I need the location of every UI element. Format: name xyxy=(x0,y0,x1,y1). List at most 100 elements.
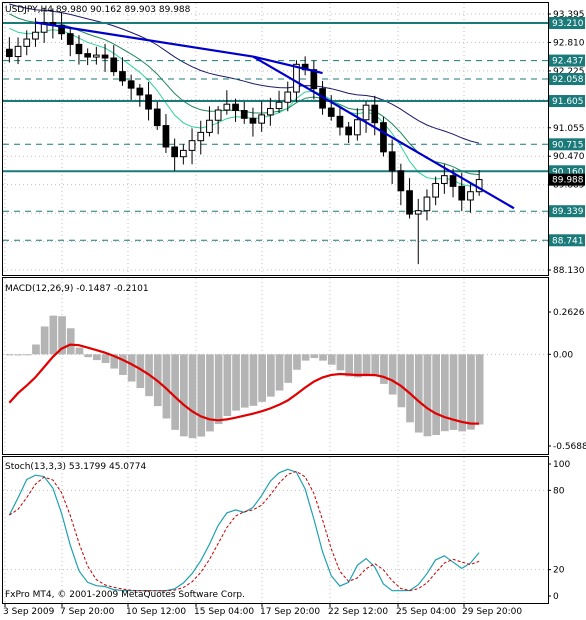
price-tick-label: 90.470 xyxy=(553,152,585,162)
candle-body xyxy=(197,131,205,142)
copyright-label: FxPro MT4, © 2001-2009 MetaQuotes Softwa… xyxy=(5,590,245,600)
candle-body xyxy=(397,170,405,192)
moving-averages xyxy=(9,3,480,187)
level-tag-box xyxy=(549,234,585,247)
candle-body xyxy=(162,125,170,148)
time-tick-label: 22 Sep 12:00 xyxy=(328,607,388,617)
macd-hist-bar xyxy=(414,354,423,433)
macd-tick-label: -0.5688 xyxy=(553,442,586,452)
level-tag-label: 89.339 xyxy=(552,207,584,217)
macd-hist-bar xyxy=(127,354,136,382)
level-tag-label: 90.715 xyxy=(552,140,584,150)
candle-body xyxy=(66,33,74,45)
stoch-title: Stoch(13,3,3) 53.1799 45.0774 xyxy=(5,462,146,472)
macd-hist-bar xyxy=(258,354,266,402)
ma-mid-line xyxy=(9,13,480,176)
trendline[interactable] xyxy=(252,55,323,75)
candle-body xyxy=(127,80,135,89)
macd-hist-bar xyxy=(101,354,110,364)
price-tick-label: 89.885 xyxy=(553,181,585,191)
macd-hist-bar xyxy=(49,315,58,355)
macd-hist-bar xyxy=(75,347,84,355)
candle-body xyxy=(388,151,396,172)
candle-body xyxy=(249,117,257,124)
trendlines[interactable] xyxy=(35,21,515,210)
candle-body xyxy=(136,87,144,96)
candle-body xyxy=(23,38,31,47)
level-tag-label: 92.058 xyxy=(552,75,584,85)
level-tag-box xyxy=(549,95,585,108)
grid xyxy=(3,3,548,603)
macd-hist-bar xyxy=(6,354,14,356)
level-tag-box xyxy=(549,73,585,86)
macd-hist-bar xyxy=(162,354,171,419)
macd-hist-bar xyxy=(475,354,484,425)
macd-hist-bar xyxy=(180,354,188,437)
time-tick-label: 29 Sep 20:00 xyxy=(462,607,522,617)
macd-hist-bar xyxy=(223,354,232,417)
candle-body xyxy=(101,54,109,59)
macd-hist-bar xyxy=(458,354,467,432)
stoch-signal-line xyxy=(9,470,480,592)
macd-frame xyxy=(2,277,549,455)
candle-body xyxy=(145,94,152,110)
price-tick-label: 92.225 xyxy=(553,67,585,77)
macd-hist-bar xyxy=(441,354,449,432)
macd-hist-bar xyxy=(284,354,293,383)
level-tag-label: 91.605 xyxy=(552,97,584,107)
candle-body xyxy=(293,63,300,93)
level-tag-label: 93.210 xyxy=(552,19,584,29)
macd-hist-bar xyxy=(23,354,32,356)
macd-hist-bar xyxy=(310,354,319,359)
price-tick-label: 92.810 xyxy=(553,38,585,48)
candle-body xyxy=(58,24,65,35)
macd-hist-bar xyxy=(293,354,301,370)
macd-hist-bar xyxy=(110,354,119,369)
candle-body xyxy=(232,103,239,112)
macd-hist-bar xyxy=(327,354,336,365)
macd-hist-bar xyxy=(275,354,284,391)
macd-hist-bar xyxy=(371,354,380,376)
macd-hist-bar xyxy=(336,354,345,371)
candle-body xyxy=(380,122,387,153)
candle-body xyxy=(458,185,466,201)
macd-hist-bar xyxy=(267,354,275,397)
level-tag-label: 90.160 xyxy=(552,167,584,177)
time-axis: 3 Sep 2009 7 Sep 20:00 10 Sep 12:00 15 Sep … xyxy=(3,603,522,617)
candle-body xyxy=(354,119,361,136)
candle-body xyxy=(284,91,292,103)
macd-hist-bar xyxy=(171,354,179,430)
candle-body xyxy=(32,31,39,40)
candle-body xyxy=(240,110,248,119)
macd-hist-bar xyxy=(40,326,49,355)
macd-hist-bar xyxy=(136,354,145,389)
macd-hist-bar xyxy=(345,354,353,377)
macd-hist-bar xyxy=(388,354,397,395)
macd-hist-bar xyxy=(214,354,223,425)
macd-hist-bar xyxy=(240,354,249,408)
macd-hist-bar xyxy=(206,354,214,432)
level-tag-label: 92.437 xyxy=(552,57,584,67)
candle-body xyxy=(180,149,187,158)
macd-hist-bar xyxy=(467,354,475,430)
time-tick-label: 25 Sep 04:00 xyxy=(396,607,456,617)
trendline[interactable] xyxy=(35,21,254,58)
current-price-label: 89.988 xyxy=(552,176,584,186)
macd-indicator: 0.2626 0.00 -0.5688 xyxy=(6,308,586,452)
stoch-tick-label: 0 xyxy=(553,592,559,602)
trendline[interactable] xyxy=(252,55,515,210)
macd-hist-bar xyxy=(14,354,23,356)
candle-body xyxy=(75,43,83,55)
macd-tick-label: 0.2626 xyxy=(553,308,585,318)
candle-body xyxy=(310,69,318,90)
candle-body xyxy=(336,115,344,128)
stoch-tick-label: 20 xyxy=(553,566,565,576)
time-tick-label: 17 Sep 20:00 xyxy=(260,607,320,617)
price-tick-label: 88.130 xyxy=(553,266,585,276)
macd-hist-bar xyxy=(449,354,458,430)
price-tick-label: 91.055 xyxy=(553,124,585,134)
macd-hist-bar xyxy=(301,354,310,361)
macd-title: MACD(12,26,9) -0.1487 -0.2101 xyxy=(5,284,149,294)
candle-body xyxy=(153,108,161,127)
